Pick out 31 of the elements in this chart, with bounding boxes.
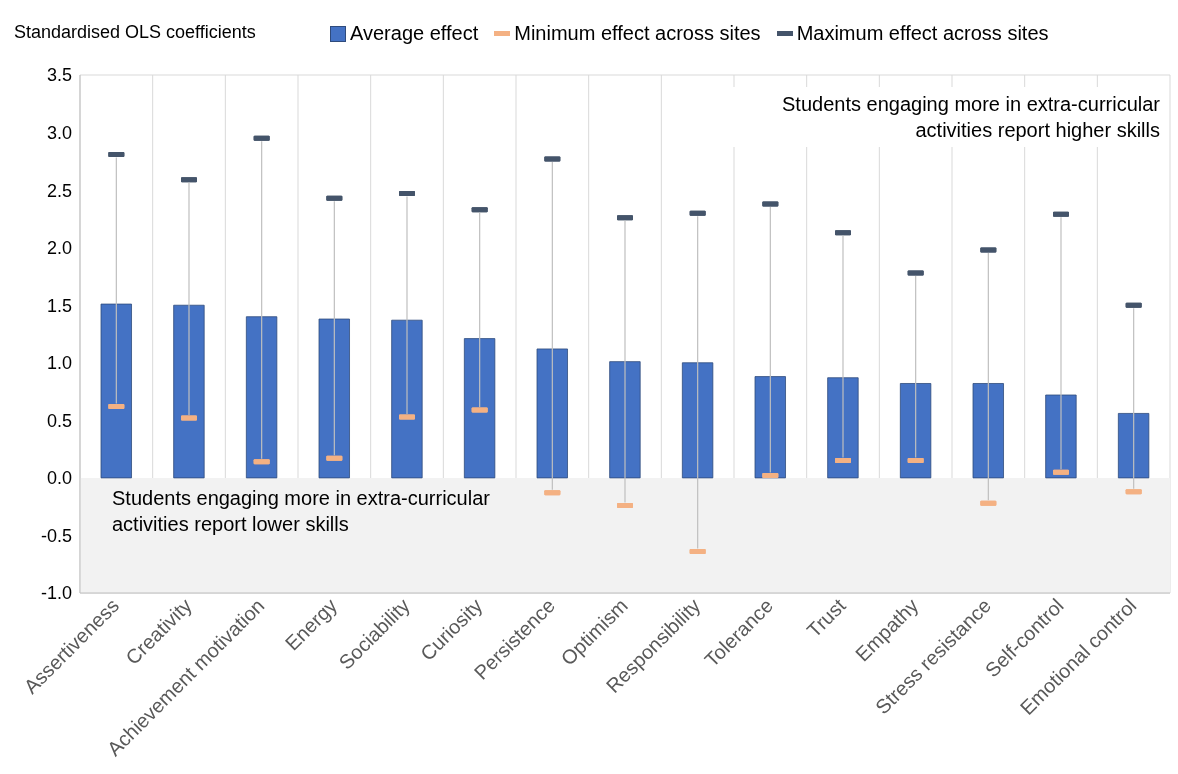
bar [100, 303, 132, 479]
bar [681, 362, 714, 479]
y-tick-label: 0.5 [46, 410, 72, 431]
bar [972, 383, 1004, 479]
y-tick-label: 1.0 [46, 353, 72, 374]
legend-label: Minimum effect across sites [514, 22, 761, 45]
annotation: Students engaging more in extra-curricular activities report lower skills [111, 486, 491, 538]
y-tick-label: 2.5 [46, 180, 72, 201]
bar [318, 318, 350, 479]
y-tick-label: 0.0 [46, 468, 72, 489]
bar [536, 348, 568, 479]
bar [391, 319, 423, 479]
annotation: Students engaging more in extra-curricular activities report higher skills [732, 87, 1168, 147]
legend-label: Maximum effect across sites [796, 22, 1049, 45]
bar [827, 377, 859, 479]
y-tick-label: 3.0 [46, 122, 72, 143]
y-tick-label: -1.0 [40, 583, 72, 604]
y-tick-label: 2.0 [46, 238, 72, 259]
y-tick-label: -0.5 [40, 525, 72, 546]
bar [1045, 394, 1077, 479]
bar [1117, 413, 1150, 479]
bar [609, 361, 641, 479]
bar [754, 376, 786, 479]
bar [463, 338, 496, 479]
y-axis-title: Standardised OLS coefficients [14, 22, 256, 43]
bar [173, 304, 205, 479]
y-tick-label: 1.5 [46, 295, 72, 316]
bar [899, 383, 932, 479]
legend-label: Average effect [350, 22, 479, 45]
bar [245, 316, 278, 479]
y-tick-label: 3.5 [46, 65, 72, 86]
